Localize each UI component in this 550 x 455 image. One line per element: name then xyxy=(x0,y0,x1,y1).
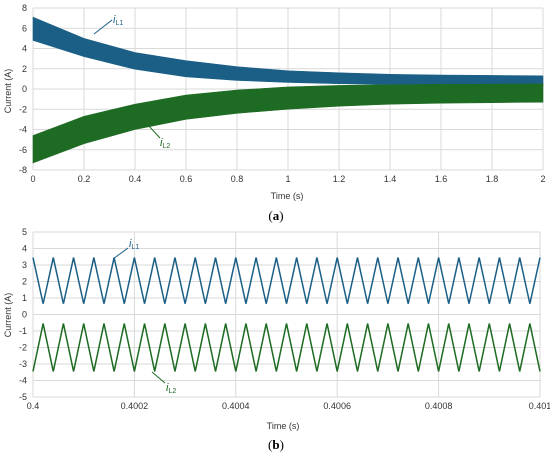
chart-b-y-tick-label: -3 xyxy=(19,359,27,369)
chart-b-series2-leader xyxy=(151,371,166,384)
chart-a-series1-sub: L1 xyxy=(115,20,123,27)
chart-a-x-tick-label: 1.2 xyxy=(333,174,346,184)
chart-b-y-tick-label: -2 xyxy=(19,343,27,353)
chart-a-caption-letter: a xyxy=(273,208,280,223)
chart-a-x-tick-label: 0.4 xyxy=(129,174,142,184)
chart-b-y-tick-label: -1 xyxy=(19,326,27,336)
chart-a-caption: (a) xyxy=(268,208,283,223)
chart-a-x-tick-label: 0.2 xyxy=(78,174,91,184)
chart-b-y-ticks: -5 -4 -3 -2 -1 0 1 2 3 4 5 xyxy=(19,227,27,402)
chart-b-y-tick-label: 3 xyxy=(22,260,27,270)
chart-b-x-tick-label: 0.4002 xyxy=(121,401,149,411)
chart-a-y-tick-label: 8 xyxy=(22,3,27,13)
chart-b-y-tick-label: 4 xyxy=(22,244,27,254)
chart-b-marks xyxy=(32,257,541,372)
chart-a-series2-sub: L2 xyxy=(162,143,170,150)
chart-b-series2-sub: L2 xyxy=(168,388,176,395)
chart-a-series1-label: iL1 xyxy=(113,14,123,27)
chart-a-x-tick-label: 0 xyxy=(30,174,35,184)
chart-a-series2-label: iL2 xyxy=(160,137,170,150)
chart-b-x-tick-label: 0.4 xyxy=(27,401,40,411)
chart-a-y-ticks: -8 -6 -4 -2 0 2 4 6 8 xyxy=(19,3,27,175)
chart-b-x-tick-label: 0.4008 xyxy=(425,401,453,411)
chart-a-y-tick-label: -6 xyxy=(19,145,27,155)
chart-b-y-tick-label: -4 xyxy=(19,376,27,386)
chart-a-series1-name: i xyxy=(113,14,116,26)
chart-a-x-tick-label: 0.6 xyxy=(180,174,193,184)
chart-b-y-axis-title: Current (A) xyxy=(3,293,13,338)
chart-b-y-tick-label: 5 xyxy=(22,227,27,237)
chart-b-grid xyxy=(32,231,541,398)
chart-a-series2-name: i xyxy=(160,137,163,149)
chart-a-y-tick-label: 4 xyxy=(22,44,27,54)
chart-a-x-ticks: 0 0.2 0.4 0.6 0.8 1 1.2 1.4 1.6 1.8 2 xyxy=(30,174,545,184)
chart-a-y-tick-label: -4 xyxy=(19,125,27,135)
chart-a-y-tick-label: -2 xyxy=(19,104,27,114)
chart-a-x-tick-label: 0.8 xyxy=(231,174,244,184)
chart-b-caption-letter: b xyxy=(272,437,279,452)
chart-b: 0.4 0.4002 0.4004 0.4006 0.4008 0.401 -5-4-3-… xyxy=(3,227,550,452)
chart-a-x-tick-label: 1 xyxy=(285,174,290,184)
chart-a-y-tick-label: -8 xyxy=(19,165,27,175)
chart-b-y-tick-label: 0 xyxy=(22,310,27,320)
chart-b-x-axis-title: Time (s) xyxy=(267,421,300,431)
chart-b-series2-line xyxy=(32,323,541,372)
chart-b-caption: (b) xyxy=(268,437,284,452)
chart-b-x-tick-label: 0.4004 xyxy=(222,401,250,411)
chart-b-x-ticks: 0.4 0.4002 0.4004 0.4006 0.4008 0.401 xyxy=(27,401,550,411)
chart-b-series2-label: iL2 xyxy=(166,382,176,395)
chart-a-y-tick-label: 0 xyxy=(22,84,27,94)
chart-a: 0 0.2 0.4 0.6 0.8 1 1.2 1.4 1.6 1.8 2 -8 -6 -4 -2 0 2 4 6… xyxy=(3,3,546,223)
chart-b-series1-label: iL1 xyxy=(129,238,139,251)
chart-a-series1-leader xyxy=(93,19,113,35)
chart-a-x-tick-label: 2 xyxy=(540,174,545,184)
chart-a-x-tick-label: 1.4 xyxy=(384,174,397,184)
chart-a-x-tick-label: 1.6 xyxy=(435,174,448,184)
chart-b-x-tick-label: 0.4006 xyxy=(323,401,351,411)
chart-b-series1-sub: L1 xyxy=(131,244,139,251)
chart-a-x-tick-label: 1.8 xyxy=(486,174,499,184)
chart-b-series2-name: i xyxy=(166,382,169,394)
chart-a-y-tick-label: 2 xyxy=(22,64,27,74)
chart-a-x-axis-title: Time (s) xyxy=(271,191,304,201)
chart-b-series1-name: i xyxy=(129,238,132,250)
chart-b-x-tick-label: 0.401 xyxy=(529,401,550,411)
chart-a-y-tick-label: 6 xyxy=(22,23,27,33)
chart-b-y-tick-label: -5 xyxy=(19,392,27,402)
chart-b-series1-line xyxy=(32,257,541,304)
chart-a-y-axis-title: Current (A) xyxy=(3,69,13,114)
chart-a-series2-band xyxy=(32,83,544,164)
chart-b-series1-leader xyxy=(112,247,129,260)
chart-b-y-tick-label: 1 xyxy=(22,293,27,303)
chart-a-grid xyxy=(32,7,544,171)
chart-a-marks xyxy=(32,16,544,164)
chart-a-series2-leader xyxy=(147,124,161,139)
chart-b-y-tick-label: 2 xyxy=(22,277,27,287)
